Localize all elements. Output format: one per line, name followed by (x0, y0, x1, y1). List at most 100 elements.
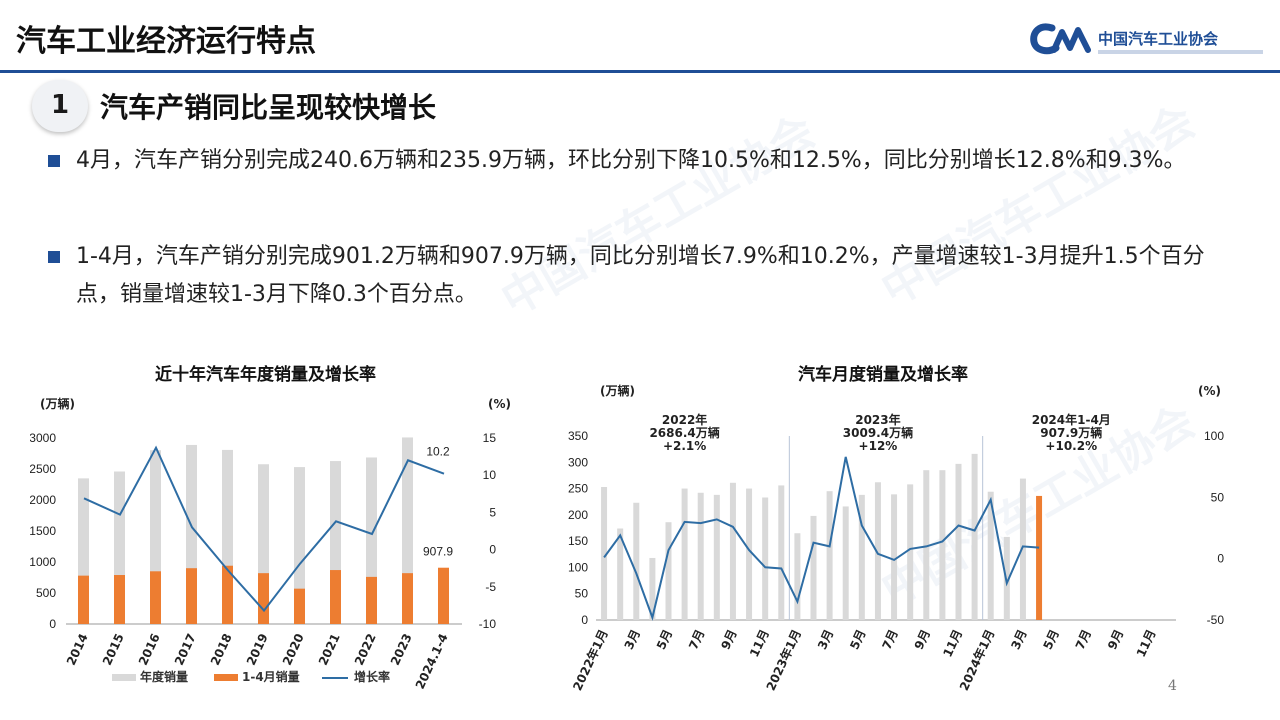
y-tick-label: 3000 (30, 431, 56, 445)
monthly-sales-bar (858, 494, 865, 620)
logo-subline (1098, 50, 1263, 54)
y-tick-label: 1000 (30, 555, 56, 569)
bullet-item: 1-4月，汽车产销分别完成901.2万辆和907.9万辆，同比分别增长7.9%和… (48, 238, 1238, 314)
ytd-sales-bar (438, 567, 449, 624)
x-tick-label: 2017 (172, 631, 199, 667)
monthly-sales-bar (746, 488, 753, 620)
ytd-sales-bar (258, 573, 269, 624)
x-tick-label: 9月 (718, 627, 739, 651)
monthly-sales-bar (923, 470, 930, 620)
bullet-text: 1-4月，汽车产销分别完成901.2万辆和907.9万辆，同比分别增长7.9%和… (76, 244, 1205, 307)
y2-tick-label: 10 (483, 468, 497, 482)
x-tick-label: 2015 (100, 631, 127, 667)
legend-swatch-annual (112, 674, 136, 681)
monthly-sales-bar (649, 557, 656, 620)
period-annotation: +2.1% (663, 439, 706, 453)
monthly-sales-bar (842, 506, 849, 620)
monthly-sales-bar (826, 491, 833, 620)
y-axis-unit: (万辆) (600, 383, 635, 398)
period-annotation: +10.2% (1045, 439, 1097, 453)
data-label: 907.9 (423, 545, 453, 559)
bullet-item: 4月，汽车产销分别完成240.6万辆和235.9万辆，环比分别下降10.5%和1… (48, 142, 1238, 180)
x-tick-label: 11月 (940, 627, 965, 659)
y2-tick-label: -5 (485, 580, 496, 594)
y2-tick-label: -10 (479, 617, 497, 631)
monthly-sales-bar (713, 494, 720, 620)
annual-sales-bar (366, 457, 377, 624)
x-tick-label: 2014 (64, 631, 91, 667)
y2-tick-label: 50 (1211, 490, 1225, 504)
period-annotation: +12% (859, 439, 898, 453)
annual-sales-bar (78, 478, 89, 624)
annual-sales-bar (150, 450, 161, 624)
period-annotation: 907.9万辆 (1040, 425, 1102, 440)
y2-tick-label: -50 (1207, 613, 1225, 627)
monthly-sales-bar (891, 494, 898, 620)
legend-label-growth: 增长率 (354, 669, 390, 684)
x-tick-label: 3月 (622, 627, 643, 651)
y2-tick-label: 100 (1204, 429, 1224, 443)
y-tick-label: 1500 (30, 524, 56, 538)
page-title: 汽车工业经济运行特点 (16, 24, 316, 59)
section-title: 汽车产销同比呈现较快增长 (100, 91, 437, 124)
monthly-sales-bar (794, 533, 801, 620)
ytd-sales-bar (114, 575, 125, 624)
period-annotation: 2023年 (855, 412, 900, 427)
growth-rate-line (83, 445, 445, 613)
monthly-sales-bar (665, 522, 672, 620)
monthly-sales-bar (1019, 478, 1026, 620)
monthly-sales-bar (601, 486, 608, 620)
x-tick-label: 2023 (388, 631, 415, 667)
period-annotation: 3009.4万辆 (843, 425, 913, 440)
growth-rate-line (603, 456, 1040, 621)
bullet-marker (48, 251, 60, 263)
ytd-sales-bar (222, 565, 233, 624)
x-tick-label: 5月 (1041, 627, 1062, 651)
x-tick-label: 9月 (1105, 627, 1126, 651)
x-tick-label: 2022 (352, 631, 379, 667)
x-tick-label: 2018 (208, 631, 235, 667)
x-tick-label: 7月 (686, 627, 707, 651)
monthly-sales-bar (697, 492, 704, 620)
monthly-sales-bar (955, 463, 962, 620)
y2-tick-label: 15 (483, 431, 497, 445)
ytd-sales-bar (150, 571, 161, 624)
section-number: 1 (50, 90, 70, 120)
y-tick-label: 250 (568, 482, 588, 496)
x-tick-label: 5月 (654, 627, 675, 651)
x-tick-label: 2024.1-4 (413, 631, 451, 691)
period-annotation: 2022年 (662, 412, 707, 427)
monthly-sales-bar (987, 491, 994, 620)
legend-label-annual: 年度销量 (140, 669, 188, 684)
monthly-sales-bar (617, 528, 624, 620)
x-tick-label: 9月 (912, 627, 933, 651)
monthly-sales-chart: 汽车月度销量及增长率 (万辆) (%) 0 50 100 150 200 250 300 350 -… (560, 350, 1250, 720)
annual-sales-chart: 近十年汽车年度销量及增长率 (万辆) (%) 0 500 1000 1500 2000 250… (30, 350, 510, 720)
monthly-sales-bar (874, 482, 881, 620)
period-annotation: 2686.4万辆 (649, 425, 719, 440)
logo-text: 中国汽车工业协会 (1098, 30, 1219, 48)
monthly-sales-bar (633, 502, 640, 620)
bullet-marker (48, 155, 60, 167)
x-tick-label: 2020 (280, 631, 307, 667)
x-tick-label: 3月 (815, 627, 836, 651)
annual-sales-bar (222, 449, 233, 624)
x-tick-label: 11月 (747, 627, 772, 659)
chart-title: 近十年汽车年度销量及增长率 (155, 365, 376, 385)
y-tick-label: 200 (568, 508, 588, 522)
ytd-sales-bar (294, 588, 305, 624)
monthly-sales-bar (778, 485, 785, 620)
annual-sales-bar (294, 467, 305, 624)
y-tick-label: 150 (568, 534, 588, 548)
bullet-text: 4月，汽车产销分别完成240.6万辆和235.9万辆，环比分别下降10.5%和1… (76, 148, 1186, 173)
x-tick-label: 3月 (1008, 627, 1029, 651)
monthly-sales-bar (681, 488, 688, 620)
ytd-sales-bar (330, 570, 341, 624)
caam-logo: 中国汽车工业协会 (1030, 22, 1270, 62)
ytd-sales-bar (186, 568, 197, 624)
legend-label-ytd: 1-4月销量 (242, 669, 300, 684)
y-tick-label: 2000 (30, 493, 56, 507)
y2-tick-label: 0 (1217, 552, 1224, 566)
y-tick-label: 0 (49, 617, 56, 631)
period-annotation: 2024年1-4月 (1032, 412, 1111, 427)
